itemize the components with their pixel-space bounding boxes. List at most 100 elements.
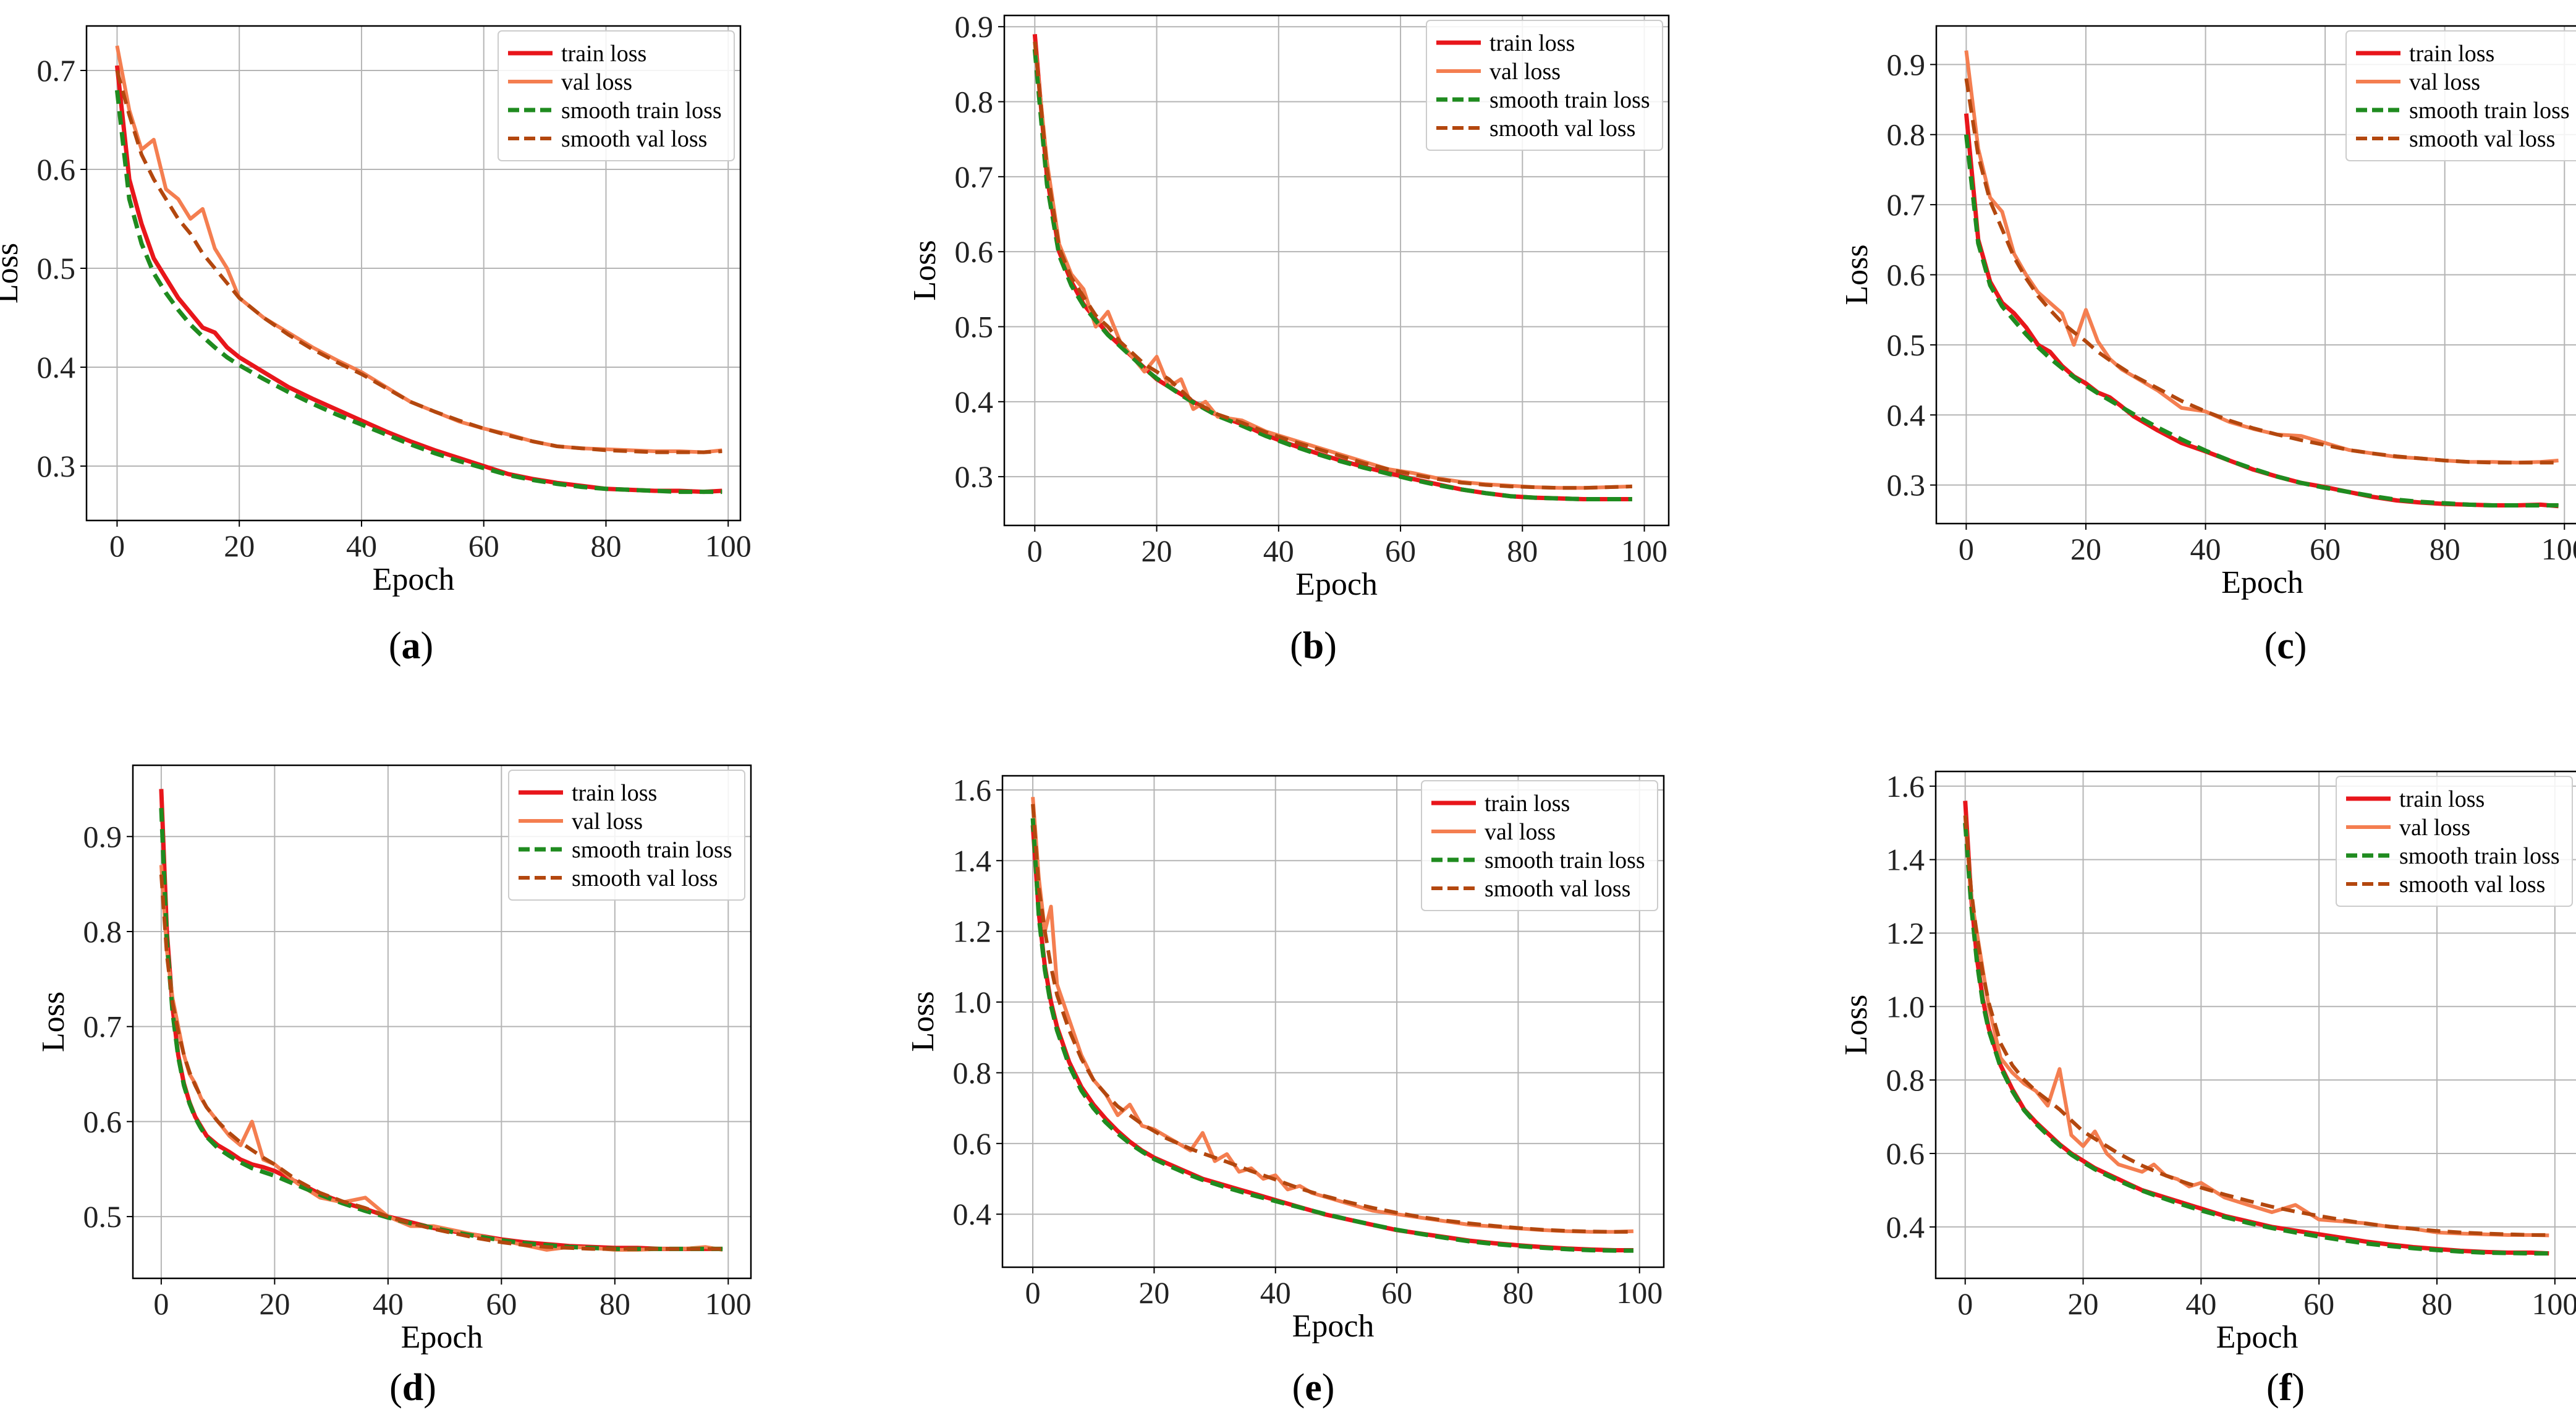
legend-label-1: val loss bbox=[1485, 819, 1556, 845]
ytick-label: 0.5 bbox=[955, 309, 994, 344]
ytick-label: 1.2 bbox=[953, 914, 992, 949]
legend-label-0: train loss bbox=[2409, 41, 2494, 67]
xtick-label: 100 bbox=[705, 529, 752, 563]
legend-label-2: smooth train loss bbox=[561, 98, 722, 124]
xtick-label: 40 bbox=[2190, 532, 2221, 566]
xtick-label: 0 bbox=[153, 1286, 169, 1321]
panel-f: 0 20 40 60 80 100 0.4 0.6 0.8 1.0 1.2 1.4 1.6 Epoch Lo… bbox=[1718, 742, 2576, 1422]
xtick-label: 80 bbox=[2430, 532, 2460, 566]
ytick-label: 0.7 bbox=[83, 1009, 122, 1044]
legend-label-2: smooth train loss bbox=[1489, 87, 1650, 113]
series-train-loss bbox=[1964, 113, 2559, 509]
series-smooth-val-loss bbox=[1031, 804, 1633, 1234]
series-val-loss bbox=[159, 865, 723, 1252]
caption-f: (f) bbox=[2266, 1367, 2305, 1409]
xtick-label: 80 bbox=[2421, 1286, 2452, 1321]
legend-label-3: smooth val loss bbox=[572, 865, 718, 891]
legend-label-0: train loss bbox=[1485, 791, 1570, 817]
ytick-label: 0.6 bbox=[37, 152, 76, 187]
xtick-label: 0 bbox=[109, 529, 125, 563]
chart-b: 0 20 40 60 80 100 0.3 0.4 0.5 0.6 0.7 0.8 0.9 Epoch Lo… bbox=[907, 9, 1670, 602]
legend-label-3: smooth val loss bbox=[561, 126, 707, 152]
ytick-label: 0.5 bbox=[37, 251, 76, 286]
xtick-label: 40 bbox=[2185, 1286, 2216, 1321]
xtick-label: 80 bbox=[1502, 1275, 1533, 1310]
ytick-label: 0.7 bbox=[37, 53, 76, 88]
x-axis-label: Epoch bbox=[373, 562, 455, 597]
caption-e: (e) bbox=[1292, 1367, 1335, 1409]
xtick-label: 20 bbox=[2070, 532, 2101, 566]
legend-label-3: smooth val loss bbox=[1489, 116, 1635, 142]
ytick-label: 0.7 bbox=[955, 159, 994, 194]
xtick-label: 80 bbox=[590, 529, 621, 563]
xtick-label: 20 bbox=[2068, 1286, 2099, 1321]
xtick-label: 60 bbox=[486, 1286, 517, 1321]
xtick-label: 20 bbox=[224, 529, 255, 563]
y-axis-label: Loss bbox=[36, 992, 71, 1052]
xtick-label: 100 bbox=[705, 1286, 752, 1321]
chart-d: 0 20 40 60 80 100 0.5 0.6 0.7 0.8 0.9 Epoch Loss trai… bbox=[36, 764, 752, 1355]
series-smooth-val-loss bbox=[1963, 815, 2549, 1237]
chart-f: 0 20 40 60 80 100 0.4 0.6 0.8 1.0 1.2 1.4 1.6 Epoch Lo… bbox=[1839, 769, 2576, 1355]
ytick-label: 0.3 bbox=[37, 449, 76, 483]
legend-label-2: smooth train loss bbox=[572, 837, 732, 863]
y-axis-label: Loss bbox=[0, 243, 25, 304]
series-smooth-train-loss bbox=[1964, 134, 2559, 508]
ytick-label: 0.4 bbox=[953, 1197, 992, 1231]
series-smooth-val-loss bbox=[159, 874, 723, 1251]
ytick-label: 0.6 bbox=[955, 234, 994, 269]
ytick-label: 1.6 bbox=[953, 773, 992, 807]
legend-box bbox=[1421, 780, 1658, 911]
legend-label-0: train loss bbox=[2399, 786, 2485, 812]
ytick-label: 0.6 bbox=[1886, 1136, 1925, 1171]
ytick-label: 0.8 bbox=[953, 1055, 992, 1090]
xtick-label: 100 bbox=[1616, 1275, 1663, 1310]
plot-frame bbox=[1003, 14, 1670, 527]
legend-label-2: smooth train loss bbox=[2399, 843, 2560, 869]
legend-label-3: smooth val loss bbox=[2399, 872, 2545, 898]
legend-label-2: smooth train loss bbox=[1485, 847, 1645, 873]
legend-label-3: smooth val loss bbox=[2409, 126, 2555, 152]
xtick-label: 20 bbox=[1138, 1275, 1169, 1310]
legend-label-1: val loss bbox=[572, 809, 643, 835]
xtick-label: 80 bbox=[600, 1286, 630, 1321]
plot-frame bbox=[85, 25, 742, 522]
ytick-label: 0.9 bbox=[83, 819, 122, 854]
caption-d: (d) bbox=[389, 1367, 436, 1409]
xtick-label: 0 bbox=[1027, 533, 1043, 568]
ytick-label: 0.3 bbox=[955, 459, 994, 494]
xtick-label: 100 bbox=[1621, 533, 1667, 568]
panel-d: 0 20 40 60 80 100 0.5 0.6 0.7 0.8 0.9 Epoch Loss trai… bbox=[0, 742, 859, 1422]
legend-label-1: val loss bbox=[2399, 815, 2470, 841]
ytick-label: 0.6 bbox=[1887, 258, 1926, 292]
xtick-label: 60 bbox=[468, 529, 499, 563]
xtick-label: 40 bbox=[1263, 533, 1294, 568]
series-smooth-train-loss bbox=[1032, 49, 1632, 501]
panel-a: 0 20 40 60 80 100 0.3 0.4 0.5 0.6 0.7 Epoch Loss trai… bbox=[0, 0, 859, 680]
y-axis-label: Loss bbox=[905, 991, 941, 1051]
xtick-label: 60 bbox=[2303, 1286, 2334, 1321]
caption-a: (a) bbox=[388, 625, 434, 667]
xtick-label: 40 bbox=[346, 529, 377, 563]
ytick-label: 0.7 bbox=[1887, 187, 1926, 222]
ytick-label: 0.8 bbox=[1887, 117, 1926, 152]
chart-c: 0 20 40 60 80 100 0.3 0.4 0.5 0.6 0.7 0.8 0.9 Epoch Lo… bbox=[1839, 25, 2576, 600]
legend-label-1: val loss bbox=[561, 69, 632, 95]
series-smooth-train-loss bbox=[114, 90, 722, 495]
caption-c: (c) bbox=[2264, 625, 2307, 667]
xtick-label: 40 bbox=[1260, 1275, 1291, 1310]
ytick-label: 0.5 bbox=[1887, 328, 1926, 362]
ytick-label: 0.9 bbox=[1887, 47, 1926, 82]
x-axis-label: Epoch bbox=[2216, 1320, 2298, 1355]
ytick-label: 0.6 bbox=[953, 1126, 992, 1161]
xtick-label: 80 bbox=[1507, 533, 1538, 568]
xtick-label: 60 bbox=[2310, 532, 2341, 566]
series-smooth-train-loss bbox=[1030, 818, 1633, 1253]
ytick-label: 1.0 bbox=[953, 985, 992, 1019]
x-axis-label: Epoch bbox=[1292, 1309, 1375, 1344]
y-axis-label: Loss bbox=[1839, 995, 1874, 1055]
caption-b: (b) bbox=[1290, 625, 1337, 667]
ytick-label: 0.4 bbox=[1886, 1210, 1925, 1244]
